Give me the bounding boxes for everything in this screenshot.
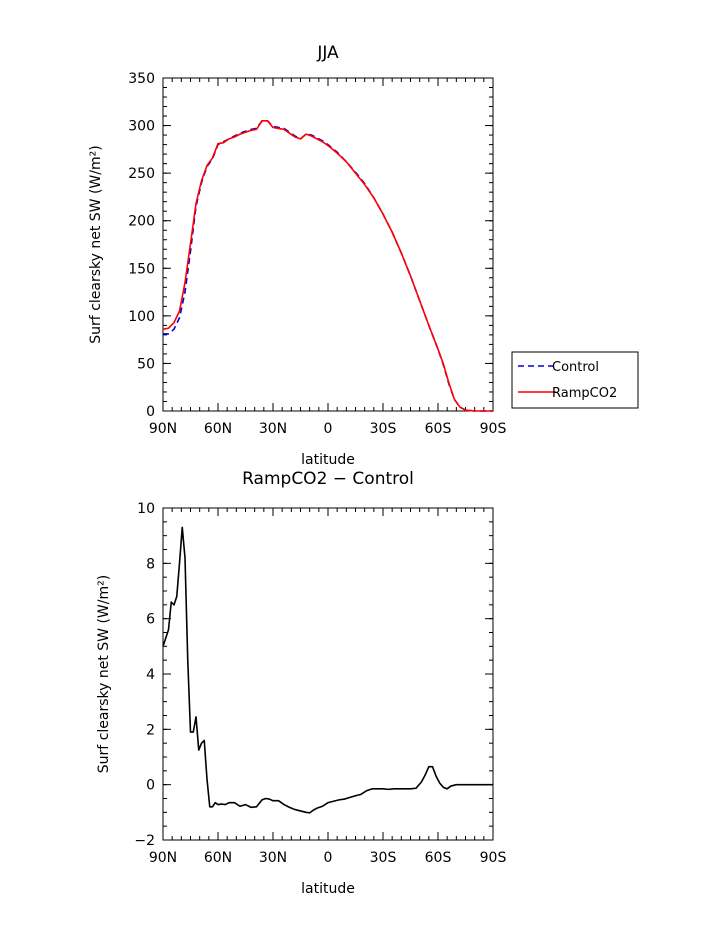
y-tick-label: 100: [128, 309, 155, 325]
y-tick-label: −2: [134, 833, 155, 849]
series-line-rampco2: [162, 120, 493, 412]
y-tick-label: 0: [146, 404, 155, 420]
series-line-difference: [162, 526, 493, 814]
x-tick-label: 60S: [425, 850, 452, 866]
x-axis-label: latitude: [301, 881, 355, 897]
x-tick-label: 30S: [370, 421, 397, 437]
y-tick-label: 150: [128, 261, 155, 277]
x-tick-label: 30N: [259, 850, 287, 866]
y-tick-label: 8: [146, 556, 155, 572]
x-axis-label: latitude: [301, 452, 355, 468]
y-tick-label: 300: [128, 119, 155, 135]
x-tick-label: 60N: [204, 850, 232, 866]
chart-bottom: −2 0 2 4 6 8 10 90N 60N 30N 0 30S 60S 90S RampCO2 − Co…: [96, 469, 506, 897]
y-tick-label: 10: [137, 501, 155, 517]
x-tick-label: 0: [324, 421, 333, 437]
plot-frame: [162, 507, 494, 841]
x-tick-label: 30N: [259, 421, 287, 437]
x-tick-label: 90S: [480, 421, 507, 437]
legend-label-rampco2: RampCO2: [552, 386, 617, 401]
plot-frame: [162, 77, 494, 412]
x-tick-label: 30S: [370, 850, 397, 866]
y-tick-label: 200: [128, 214, 155, 230]
x-tick-label: 90S: [480, 850, 507, 866]
y-axis-label: Surf clearsky net SW (W/m²): [96, 575, 112, 773]
y-tick-label: 350: [128, 71, 155, 87]
chart-title: JJA: [316, 43, 339, 63]
y-axis-label: Surf clearsky net SW (W/m²): [88, 145, 104, 343]
series-line-control: [163, 120, 493, 412]
y-tick-label: 2: [146, 722, 155, 738]
x-tick-label: 60N: [204, 421, 232, 437]
x-tick-label: 0: [324, 850, 333, 866]
y-tick-label: 50: [137, 356, 155, 372]
x-tick-label: 90N: [149, 850, 177, 866]
x-tick-label: 90N: [149, 421, 177, 437]
y-tick-label: 4: [146, 667, 155, 683]
x-tick-label: 60S: [425, 421, 452, 437]
y-tick-label: 6: [146, 612, 155, 628]
y-tick-label: 250: [128, 166, 155, 182]
legend-label-control: Control: [552, 360, 599, 375]
y-tick-label: 0: [146, 778, 155, 794]
chart-title: RampCO2 − Control: [242, 469, 414, 489]
chart-top: 0 50 100 150 200 250 300 350 90N 60N 30N 0 30S 60S 90S…: [88, 43, 639, 468]
legend-box: [511, 351, 639, 409]
